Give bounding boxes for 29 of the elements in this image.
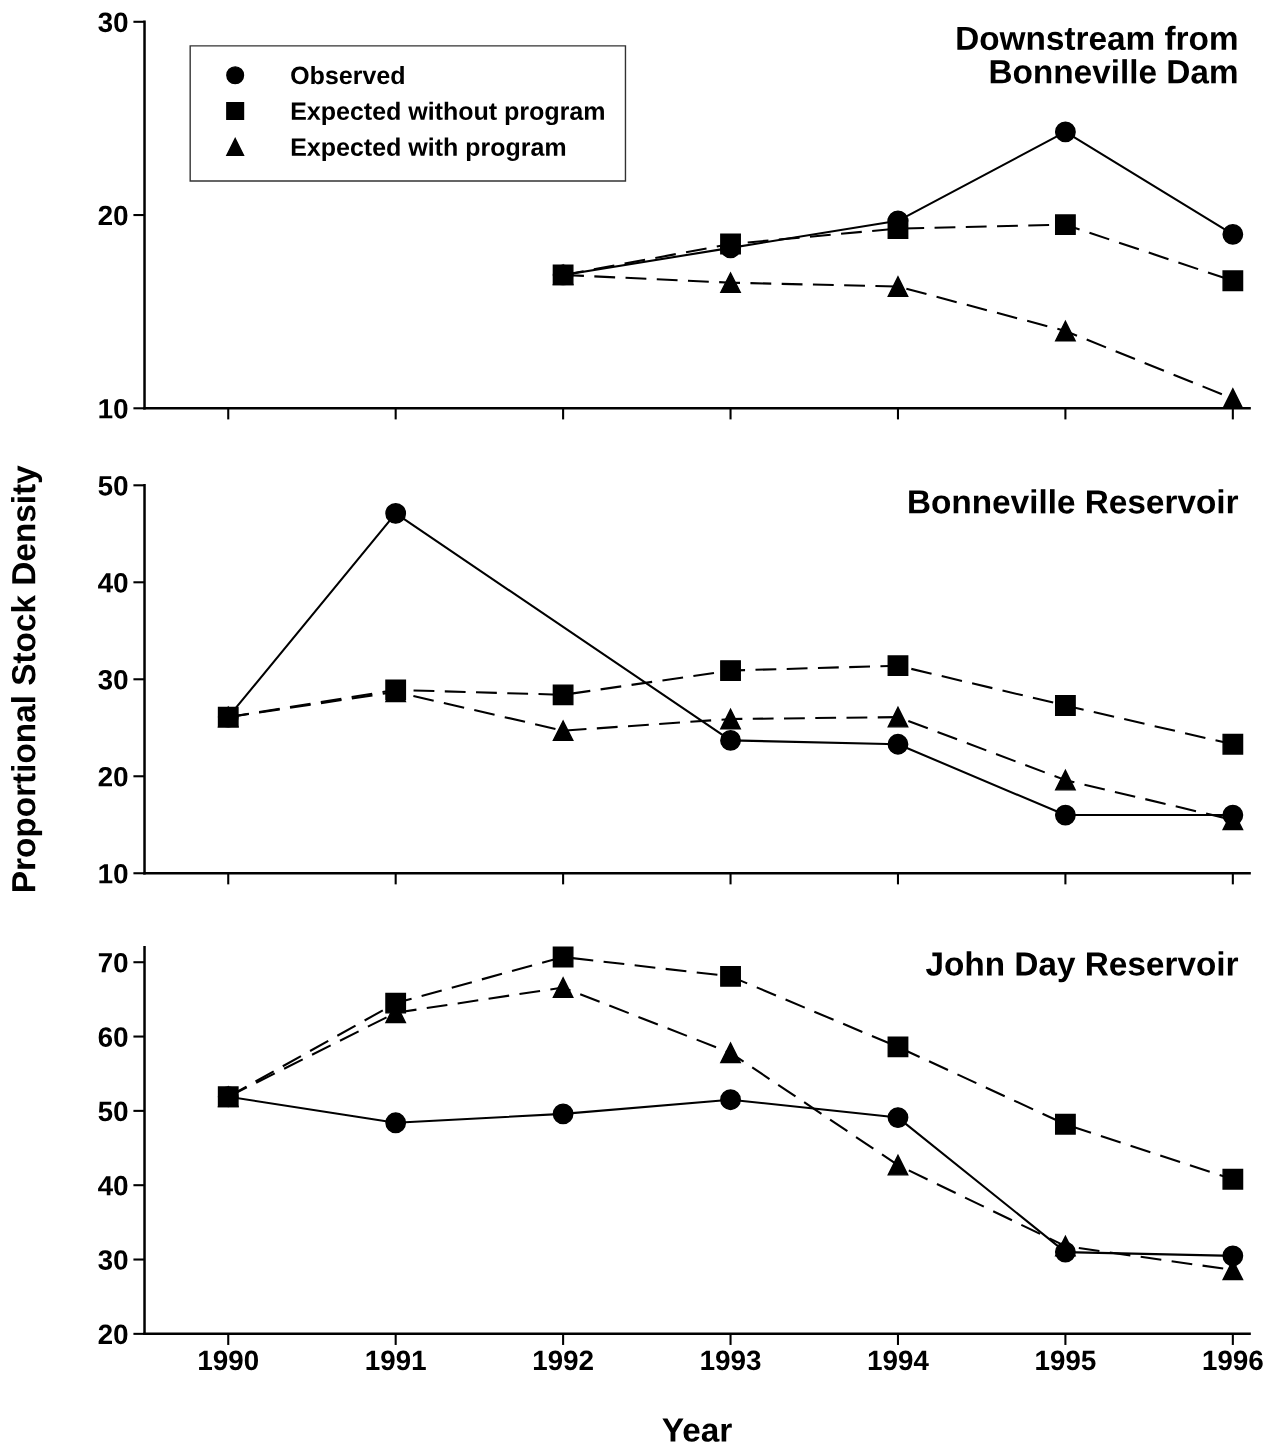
x-tick-label: 1994 — [868, 1350, 929, 1371]
x-tick-label: 1996 — [1203, 1350, 1263, 1371]
y-tick-label: 20 — [98, 205, 128, 226]
legend-label: Expected without program — [291, 101, 604, 126]
chart-title: Bonneville Reservoir — [909, 489, 1239, 514]
legend-label: Expected with program — [291, 137, 566, 162]
y-tick-label: 10 — [99, 398, 128, 419]
y-tick-label: 30 — [98, 12, 128, 33]
y-tick-label: 40 — [98, 572, 128, 593]
y-tick-label: 50 — [98, 1101, 128, 1122]
y-axis-title: Proportional Stock Density — [11, 465, 43, 891]
y-tick-label: 10 — [99, 863, 128, 884]
y-tick-label: 30 — [98, 1250, 128, 1270]
y-tick-label: 20 — [98, 766, 128, 787]
x-axis-title: Year — [662, 1418, 732, 1442]
x-tick-label: 1991 — [366, 1350, 426, 1371]
legend-label: Observed — [291, 65, 404, 85]
x-tick-label: 1990 — [199, 1350, 259, 1371]
chart-title: Downstream from Bonneville Dam — [957, 25, 1237, 84]
y-tick-label: 70 — [98, 952, 128, 973]
y-tick-label: 30 — [98, 669, 128, 690]
y-tick-label: 20 — [98, 1324, 128, 1345]
x-tick-label: 1995 — [1036, 1350, 1096, 1371]
y-tick-label: 40 — [98, 1175, 128, 1196]
x-tick-label: 1993 — [701, 1350, 761, 1371]
chart-title: John Day Reservoir — [925, 951, 1239, 983]
y-tick-label: 60 — [98, 1027, 128, 1047]
y-tick-label: 50 — [98, 475, 128, 496]
x-tick-label: 1992 — [533, 1350, 593, 1371]
